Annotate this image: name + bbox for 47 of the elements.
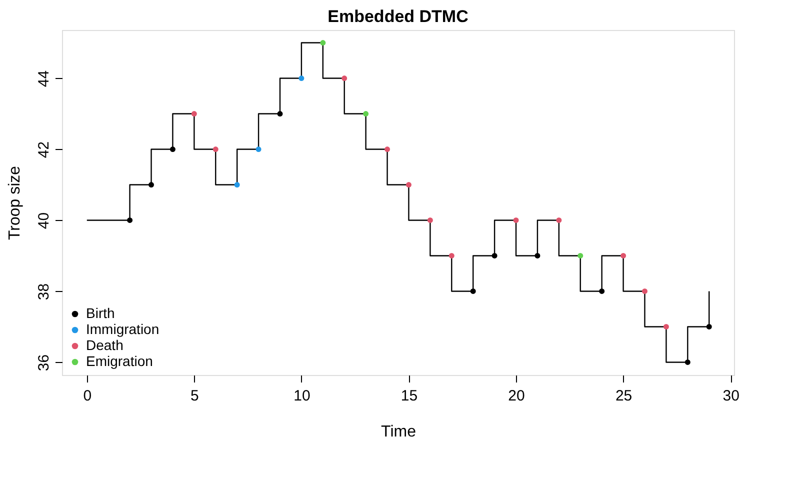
x-tick-label: 30	[722, 388, 740, 404]
point	[148, 182, 154, 188]
point	[706, 324, 712, 330]
point	[212, 146, 218, 152]
chart-title: Embedded DTMC	[328, 7, 468, 26]
x-tick-label: 20	[508, 388, 525, 404]
point	[470, 288, 476, 294]
point	[298, 76, 304, 82]
legend-label: Emigration	[86, 353, 153, 369]
x-axis-title: Time	[381, 424, 416, 440]
x-tick-label: 15	[400, 388, 418, 404]
point	[534, 253, 540, 258]
point	[277, 111, 283, 116]
x-tick-label: 10	[294, 388, 310, 404]
point	[684, 359, 690, 365]
point	[556, 218, 562, 223]
point	[342, 76, 348, 82]
y-tick-label: 40	[36, 212, 52, 230]
y-tick-label: 42	[36, 141, 52, 158]
y-tick-label: 36	[36, 354, 52, 372]
point	[127, 218, 133, 223]
point	[363, 111, 369, 116]
point	[406, 182, 412, 188]
legend-label: Birth	[86, 305, 115, 321]
point	[427, 218, 433, 223]
point	[578, 253, 584, 258]
y-tick-label: 38	[36, 283, 52, 300]
point	[492, 253, 498, 258]
legend-label: Death	[86, 337, 124, 353]
legend-label: Immigration	[86, 321, 160, 337]
point	[513, 218, 519, 223]
point	[320, 40, 326, 46]
point	[234, 182, 240, 188]
point	[620, 253, 626, 258]
point	[642, 288, 648, 294]
point	[663, 324, 669, 330]
point	[448, 253, 454, 258]
x-tick-label: 0	[83, 388, 92, 404]
x-tick-label: 25	[615, 388, 632, 404]
point	[170, 146, 176, 152]
point	[384, 146, 390, 152]
x-tick-label: 5	[190, 388, 199, 404]
point	[191, 111, 197, 116]
y-tick-label: 44	[36, 70, 52, 88]
point	[599, 288, 605, 294]
point	[256, 146, 262, 152]
y-axis-title: Troop size	[6, 166, 24, 240]
